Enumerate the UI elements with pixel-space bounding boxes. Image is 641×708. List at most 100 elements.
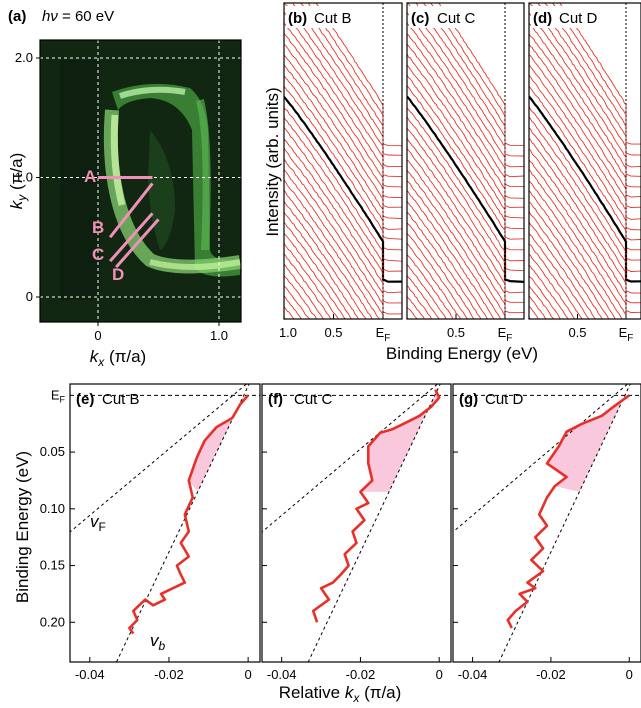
dispersion-plot-area [70,384,260,662]
edc-curve [529,33,641,220]
edc-panel-label: (b) [288,10,307,27]
panel-a-xlabel-var: k [90,347,100,366]
dispersion-x-tick-label: -0.02 [154,667,184,682]
edc-curve [529,211,603,319]
edc-curve [407,53,524,240]
edc-curve [284,127,402,315]
edc-curve [407,22,524,208]
vf-main: v [90,512,100,531]
shaded-region [360,389,440,492]
dispersion-frame [452,383,641,663]
fermi-main: E [498,325,507,340]
cut-label-d: D [112,265,124,284]
edc-panel-2: (c) Cut C 0.5 EF [406,2,525,344]
edc-panel-title: Cut B [314,10,352,27]
fermi-main: E [619,325,628,340]
dispersion-x-tick-label: 0 [626,667,633,682]
edc-curve [284,190,373,319]
edc-curve [407,74,524,262]
edc-curve [529,22,641,208]
map-axes: 0 1.0 0 1.0 2.0 [15,39,242,343]
panel-a-xlabel-unit: (π/a) [104,347,146,366]
edc-curve [529,180,623,319]
edc-curve [284,44,402,230]
cut-label-c: C [92,245,104,264]
edc-panel-title: Cut D [559,10,598,27]
edc-curve [529,86,641,272]
cut-label-a: A [84,167,96,186]
edc-title-bg [286,6,378,28]
edc-curve [407,296,425,319]
dispersion-panel-label: (f) [268,391,283,408]
dispersion-y-tick-label: 0.20 [40,614,65,629]
edc-curves [407,3,524,319]
y-tick-label: 0 [26,289,33,304]
edc-curve [407,222,475,319]
edc-curve [407,254,454,319]
vb-label: vb [150,631,166,653]
dispersion-x-tick-label: -0.02 [346,667,376,682]
edc-curve [529,233,590,319]
dispersion-panels: (e) Cut B-0.04 -0.02 00.050.100.150.20EFvFv… [40,383,641,682]
fermi-main: E [376,325,385,340]
panel-a-ylabel-unit: (π/a) [7,153,26,195]
edc-curve [307,3,402,156]
panel-a-xlabel: kx (π/a) [90,347,146,369]
edc-curve [407,200,489,319]
edc-curve [529,328,641,513]
edc-curve [407,275,441,319]
dispersion-panel-label: (e) [76,391,94,408]
edc-curve [284,107,402,294]
edc-curve [529,64,641,251]
edc-tick-label: 0.5 [447,325,465,340]
edc-highlight-curve [284,96,402,283]
edc-curve [284,158,384,319]
vf-label: vF [90,512,106,534]
edc-frame [406,2,525,320]
cut-label-b: B [92,218,104,237]
photon-energy-label: hν = 60 eV [42,8,114,25]
edc-fermi-tick: EF [376,325,391,344]
dispersion-xlabel-var: k [345,683,355,702]
edc-curve [529,169,627,319]
vb-main: v [150,631,160,650]
edc-curve [284,138,384,319]
fermi-sub: F [506,333,512,344]
panel-a-ylabel-var: k [7,199,26,209]
dispersion-ylabel: Binding Energy (eV) [13,451,32,603]
dispersion-xlabel-unit: (π/a) [359,683,401,702]
edc-curve [529,74,641,261]
edc-curve [284,212,360,319]
dispersion-panel-label: (g) [459,391,478,408]
edc-curve [407,64,524,251]
edc-curve [284,285,311,319]
edc-curve [407,170,506,319]
edc-curve [529,127,641,313]
edc-highlight-curve [529,95,641,283]
edc-curve [407,148,506,319]
edc-curve [430,3,524,157]
y-tick-label: 2.0 [15,50,33,65]
dispersion-y-tick-label: 0.10 [40,501,65,516]
map-frame [39,39,242,323]
edc-highlight-curve [407,95,524,283]
edc-panel-3: (d) Cut D 0.5 EF [528,2,641,513]
edc-curve [407,285,433,319]
dispersion-plot-area [453,384,641,662]
edc-curve [529,116,641,304]
dispersion-curve [311,389,441,623]
cut-line-b [108,182,154,239]
edc-curve [529,221,596,319]
edc-title-bg [531,6,623,28]
edc-curve [407,107,524,294]
edc-curve [529,201,610,319]
edc-title-bg [409,6,501,28]
edc-curve [422,3,524,168]
edc-curve [529,159,627,319]
edc-curve [284,22,402,208]
edc-curve [407,12,524,199]
edc-panel-label: (d) [533,10,552,27]
dispersion-frame [69,383,261,663]
dispersion-panel-3: (g) Cut D -0.04 -0.02 0 [452,383,641,682]
